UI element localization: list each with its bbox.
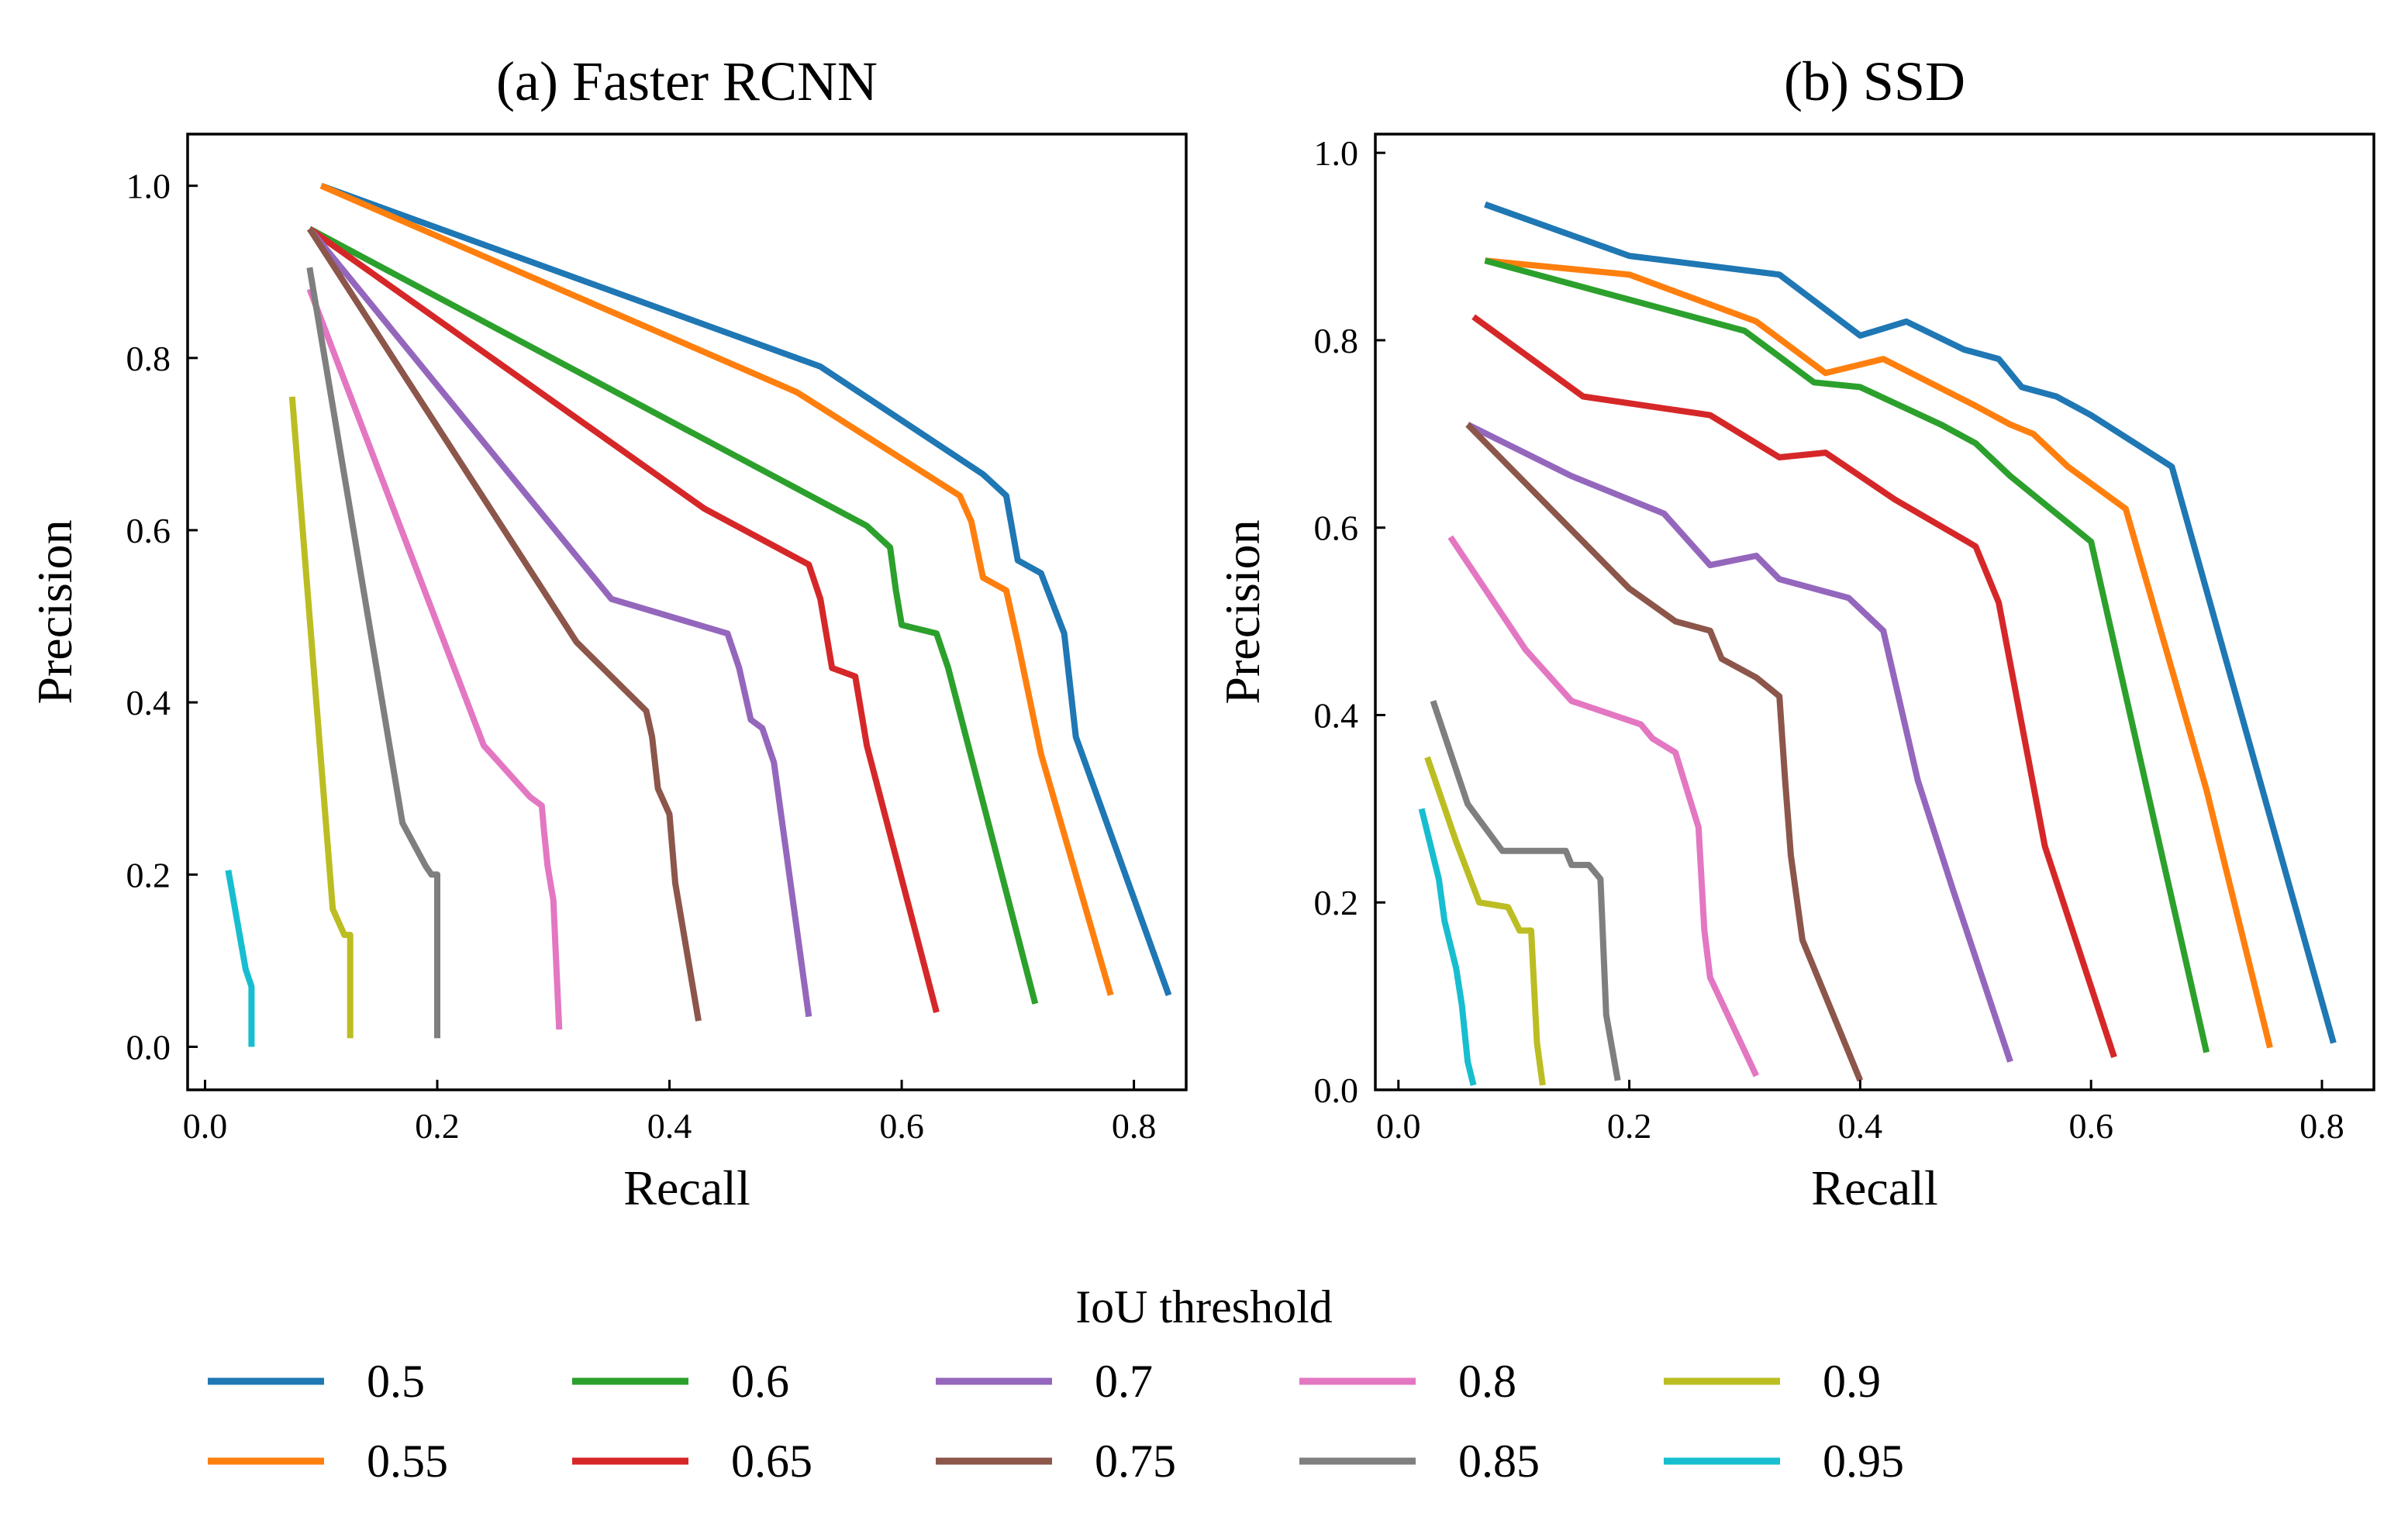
y-tick-label: 0.4	[1314, 695, 1359, 735]
series-line-iou-0.65	[307, 226, 940, 1014]
legend-label-iou-0.8: 0.8	[1458, 1356, 1516, 1407]
y-tick-label: 0.8	[1314, 321, 1359, 360]
legend-title: IoU threshold	[1075, 1281, 1333, 1332]
series-line-iou-0.75	[1465, 422, 1864, 1082]
y-tick-label: 1.0	[1314, 133, 1359, 173]
x-tick-label: 0.4	[1838, 1106, 1883, 1146]
series-line-iou-0.7	[307, 226, 812, 1018]
series-line-iou-0.8	[1447, 535, 1760, 1077]
y-axis-label: Precision	[1215, 519, 1270, 704]
series-line-iou-0.5	[319, 182, 1172, 997]
y-tick-label: 0.2	[126, 855, 171, 895]
y-tick-label: 0.8	[126, 339, 171, 378]
series-line-iou-0.9	[288, 396, 354, 1039]
x-axis-label: Recall	[1811, 1160, 1937, 1215]
x-tick-label: 0.6	[879, 1106, 924, 1146]
series-line-iou-0.55	[1485, 257, 2273, 1049]
series-line-iou-0.85	[1430, 700, 1621, 1081]
panel-title: (a) Faster RCNN	[496, 50, 878, 112]
series-line-iou-0.8	[306, 288, 563, 1030]
legend-label-iou-0.5: 0.5	[367, 1356, 425, 1407]
series-line-iou-0.55	[319, 182, 1114, 996]
x-tick-label: 0.8	[1112, 1106, 1157, 1146]
plot-frame	[186, 133, 1188, 1091]
x-tick-label: 0.0	[183, 1106, 228, 1146]
legend-label-iou-0.55: 0.55	[367, 1436, 448, 1487]
legend-label-iou-0.85: 0.85	[1458, 1436, 1540, 1487]
legend-label-iou-0.95: 0.95	[1823, 1436, 1904, 1487]
y-tick-label: 0.6	[126, 511, 171, 550]
legend-label-iou-0.75: 0.75	[1095, 1436, 1176, 1487]
panel-ssd: (b) SSD 0.0 0.2 0.4 0.6 0.8 0.0 0.2 0.4 0.6 0.8 1.0…	[1215, 50, 2375, 1215]
series-line-iou-0.9	[1424, 756, 1546, 1086]
y-axis-label: Precision	[27, 519, 82, 704]
x-tick-label: 0.2	[1607, 1106, 1652, 1146]
y-tick-label: 0.0	[1314, 1070, 1359, 1110]
x-tick-label: 0.4	[647, 1106, 692, 1146]
series-line-iou-0.5	[1484, 201, 2337, 1044]
panel-title: (b) SSD	[1784, 50, 1965, 112]
series-line-iou-0.7	[1466, 422, 2013, 1063]
legend-label-iou-0.7: 0.7	[1095, 1356, 1153, 1407]
series-line-iou-0.65	[1471, 314, 2117, 1058]
series-line-iou-0.95	[1418, 808, 1477, 1086]
y-tick-label: 0.6	[1314, 508, 1359, 548]
x-axis-label: Recall	[623, 1160, 750, 1215]
x-tick-label: 0.6	[2068, 1106, 2113, 1146]
y-tick-label: 0.4	[126, 683, 171, 722]
x-tick-label: 0.0	[1376, 1106, 1421, 1146]
series-line-iou-0.95	[225, 870, 255, 1047]
legend-label-iou-0.9: 0.9	[1823, 1356, 1881, 1407]
series-line-iou-0.75	[306, 227, 702, 1022]
series-line-iou-0.6	[1484, 257, 2210, 1053]
series-line-iou-0.85	[306, 267, 440, 1039]
panel-faster-rcnn: (a) Faster RCNN 0.0 0.2 0.4 0.6 0.8 0.0 0.2 0.4 0…	[27, 50, 1188, 1215]
legend: IoU threshold 0.5 0.55 0.6 0.65 0.7 0.75 0.8 0.8…	[208, 1281, 1904, 1487]
y-tick-label: 0.2	[1314, 883, 1359, 922]
x-tick-label: 0.8	[2299, 1106, 2344, 1146]
series-line-iou-0.6	[308, 226, 1039, 1005]
legend-label-iou-0.65: 0.65	[731, 1436, 812, 1487]
y-tick-label: 1.0	[126, 167, 171, 206]
y-tick-label: 0.0	[126, 1027, 171, 1067]
x-tick-label: 0.2	[415, 1106, 460, 1146]
plot-frame	[1374, 133, 2375, 1091]
legend-label-iou-0.6: 0.6	[731, 1356, 789, 1407]
